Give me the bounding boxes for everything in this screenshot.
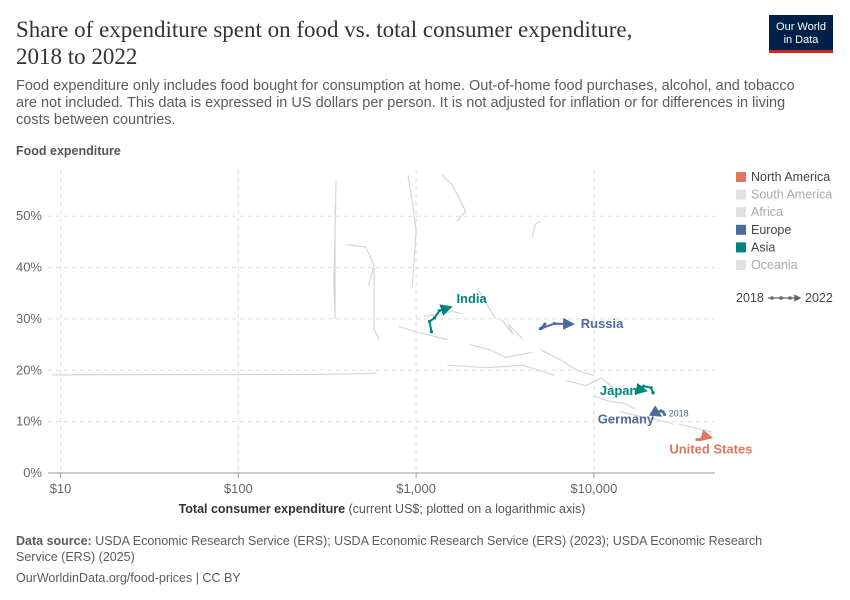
- series-point: [649, 386, 653, 390]
- legend-swatch: [736, 172, 746, 182]
- series-label: Germany: [598, 411, 655, 426]
- time-legend-end: 2022: [805, 291, 833, 305]
- time-legend-dot: [779, 296, 783, 300]
- x-tick-label: $10,000: [570, 481, 617, 496]
- background-trace: [52, 372, 377, 376]
- legend-swatch: [736, 242, 746, 253]
- y-tick-label: 30%: [16, 311, 42, 326]
- x-axis-label: Total consumer expenditure (current US$;…: [179, 502, 586, 516]
- background-trace: [423, 310, 462, 317]
- legend-label: Oceania: [751, 258, 798, 272]
- logo-stripe: [769, 50, 833, 53]
- series-label: United States: [669, 442, 752, 457]
- y-tick-label: 0%: [23, 465, 42, 480]
- series-point: [437, 309, 441, 313]
- time-legend-start: 2018: [736, 291, 764, 305]
- series-point: [651, 391, 655, 395]
- series-label: India: [456, 291, 487, 306]
- series-point: [663, 412, 667, 417]
- y-tick-label: 50%: [16, 208, 42, 223]
- legend-label: Africa: [751, 205, 783, 219]
- time-legend-dot: [788, 296, 792, 300]
- background-trace: [593, 395, 636, 410]
- background-trace: [398, 326, 448, 341]
- x-axis-note: (current US$; plotted on a logarithmic a…: [349, 502, 586, 516]
- legend-swatch: [736, 207, 746, 218]
- y-tick-label: 10%: [16, 414, 42, 429]
- chart-title: 2018 to 2022: [16, 44, 137, 69]
- legend-swatch: [736, 224, 746, 235]
- series-point: [695, 438, 699, 442]
- series-point: [700, 436, 704, 441]
- x-tick-label: $10: [50, 481, 72, 496]
- series-point: [432, 316, 437, 320]
- source-text: USDA Economic Research Service (ERS); US…: [95, 534, 762, 548]
- series-point: [543, 322, 547, 326]
- y-tick-label: 40%: [16, 260, 42, 275]
- legend-label: Europe: [751, 223, 791, 237]
- y-axis-label: Food expenditure: [16, 144, 121, 158]
- legend-label: Asia: [751, 240, 775, 254]
- x-tick-label: $100: [224, 481, 253, 496]
- background-trace: [407, 175, 417, 289]
- series-point: [704, 434, 709, 439]
- legend-label: South America: [751, 188, 832, 202]
- background-trace: [540, 349, 595, 376]
- source: Data source: USDA Economic Research Serv…: [16, 534, 762, 548]
- background-trace: [500, 318, 524, 340]
- subtitle: Food expenditure only includes food boug…: [16, 78, 795, 94]
- series-point: [427, 319, 432, 324]
- series-label: Russia: [581, 316, 624, 331]
- source: Service (ERS) (2025): [16, 550, 135, 564]
- subtitle: are not included. This data is expressed…: [16, 95, 785, 111]
- source-label: Data source:: [16, 534, 92, 548]
- background-trace: [447, 364, 555, 376]
- time-legend-dot: [770, 296, 774, 300]
- background-trace: [619, 410, 674, 425]
- background-trace: [345, 243, 375, 286]
- background-trace: [333, 180, 337, 319]
- chart-title: Share of expenditure spent on food vs. t…: [16, 17, 632, 42]
- x-tick-label: $1,000: [396, 481, 436, 496]
- background-trace: [678, 423, 712, 433]
- series-label: Japan: [600, 383, 638, 398]
- x-axis-title: Total consumer expenditure: [179, 502, 346, 516]
- series-point: [552, 321, 557, 326]
- background-trace: [531, 220, 541, 237]
- legend-swatch: [736, 189, 746, 200]
- annotation: 2018: [669, 408, 689, 418]
- logo-text: in Data: [784, 34, 820, 46]
- series-point: [659, 409, 663, 413]
- footer: OurWorldinData.org/food-prices | CC BY: [16, 571, 241, 585]
- series-point: [636, 387, 641, 391]
- series-point: [538, 327, 542, 331]
- legend-swatch: [736, 260, 746, 270]
- series-point: [655, 411, 659, 416]
- subtitle: costs between countries.: [16, 112, 176, 128]
- background-trace: [476, 287, 497, 320]
- series-point: [429, 330, 434, 334]
- logo-box: [769, 15, 833, 53]
- series-point: [641, 384, 646, 388]
- logo-text: Our World: [776, 21, 826, 33]
- background-trace: [441, 174, 467, 222]
- background-trace: [566, 377, 615, 389]
- background-trace: [373, 267, 380, 340]
- background-trace: [469, 344, 533, 359]
- y-tick-label: 20%: [16, 362, 42, 377]
- plot: 0% 10% 20% 30% 40% 50% $10 $100 $1,000 $10,000 Ind…: [16, 170, 833, 496]
- legend-label: North America: [751, 170, 830, 184]
